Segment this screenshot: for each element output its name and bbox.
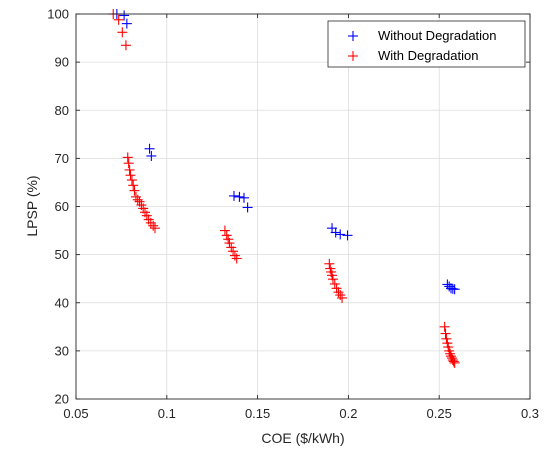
- ticks: [75, 13, 531, 400]
- x-tick-label: 0.3: [521, 406, 539, 421]
- data-point: [128, 180, 139, 191]
- y-tick-labels: 20 30 40 50 60 70 80 90 100: [47, 7, 69, 407]
- data-point: [445, 348, 456, 359]
- x-axis-label: COE ($/kWh): [261, 430, 344, 446]
- data-point: [146, 150, 157, 161]
- series-layer: [108, 9, 460, 368]
- legend-label-without-degradation: Without Degradation: [378, 28, 497, 43]
- y-tick-label: 90: [55, 55, 69, 70]
- y-tick-label: 80: [55, 103, 69, 118]
- x-tick-label: 0.15: [245, 406, 270, 421]
- data-point: [238, 192, 249, 203]
- data-point: [123, 158, 134, 169]
- data-point: [441, 333, 452, 344]
- y-tick-label: 20: [55, 392, 69, 407]
- legend-box: [327, 20, 526, 68]
- data-point: [234, 191, 245, 202]
- data-point: [224, 238, 235, 249]
- data-point: [117, 27, 128, 38]
- legend-marker-with-degradation: [348, 51, 358, 61]
- data-point: [120, 40, 131, 51]
- data-point: [242, 202, 253, 213]
- data-point: [148, 220, 159, 231]
- data-point: [228, 246, 239, 257]
- data-point: [228, 190, 239, 201]
- data-point: [219, 225, 230, 236]
- data-point: [342, 230, 353, 241]
- data-point: [144, 143, 155, 154]
- data-point: [327, 274, 338, 285]
- data-point: [335, 229, 346, 240]
- x-tick-label: 0.25: [427, 406, 452, 421]
- data-point: [448, 356, 459, 367]
- data-point: [330, 227, 341, 238]
- x-tick-label: 0.1: [158, 406, 176, 421]
- data-point: [113, 14, 124, 25]
- data-point: [149, 223, 160, 234]
- legend-marker-glyph: [348, 51, 358, 61]
- legend-marker-glyph: [348, 31, 358, 41]
- grid: [76, 14, 530, 399]
- y-tick-label: 30: [55, 343, 69, 358]
- data-point: [231, 253, 242, 264]
- data-point: [126, 175, 137, 186]
- data-point: [324, 258, 335, 269]
- data-point: [125, 170, 136, 181]
- y-tick-label: 100: [47, 7, 69, 22]
- series-with-degradation: [108, 9, 460, 368]
- data-point: [132, 194, 143, 205]
- legend: Without Degradation With Degradation: [327, 20, 526, 68]
- y-tick-label: 60: [55, 199, 69, 214]
- data-point: [449, 284, 460, 295]
- legend-marker-without-degradation: [348, 31, 358, 41]
- x-tick-label: 0.05: [63, 406, 88, 421]
- y-tick-label: 70: [55, 151, 69, 166]
- data-point: [122, 152, 133, 163]
- data-point: [337, 292, 348, 303]
- legend-label-with-degradation: With Degradation: [378, 48, 478, 63]
- data-point: [121, 18, 132, 29]
- y-axis-label: LPSP (%): [24, 175, 40, 236]
- data-point: [440, 328, 451, 339]
- y-tick-label: 50: [55, 247, 69, 262]
- data-point: [439, 321, 450, 332]
- data-point: [129, 185, 140, 196]
- y-tick-label: 40: [55, 295, 69, 310]
- data-point: [119, 10, 130, 21]
- x-tick-labels: 0.05 0.1 0.15 0.2 0.25 0.3: [63, 406, 539, 421]
- data-point: [124, 164, 135, 175]
- data-point: [329, 278, 340, 289]
- x-tick-label: 0.2: [339, 406, 357, 421]
- data-point: [449, 357, 460, 368]
